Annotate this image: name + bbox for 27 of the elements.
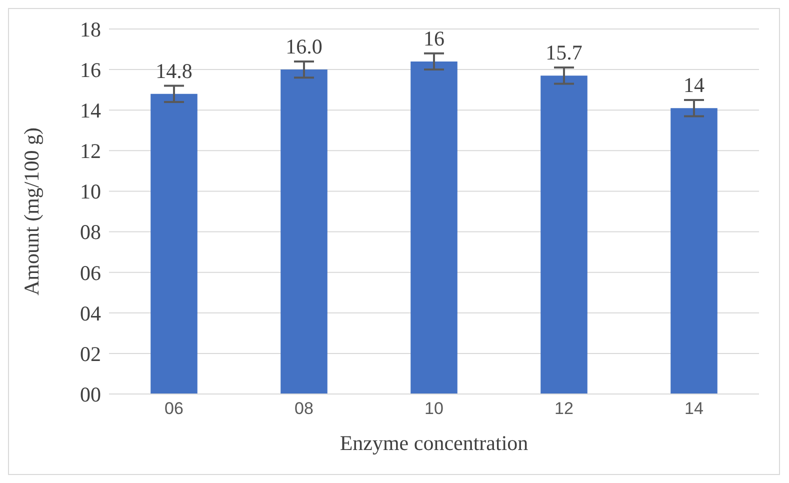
data-label: 14.8 bbox=[156, 58, 192, 83]
y-tick-label: 18 bbox=[80, 17, 101, 42]
bar bbox=[670, 108, 718, 394]
data-label: 16 bbox=[424, 26, 444, 50]
y-tick-label: 00 bbox=[80, 382, 101, 406]
data-label: 15.7 bbox=[546, 40, 582, 65]
y-tick-label: 06 bbox=[80, 260, 101, 285]
bar bbox=[410, 61, 458, 394]
bar bbox=[280, 70, 328, 394]
y-tick-label: 04 bbox=[80, 301, 102, 326]
y-tick-label: 16 bbox=[80, 58, 101, 82]
y-tick-label: 02 bbox=[80, 342, 101, 366]
data-label: 16.0 bbox=[286, 34, 322, 59]
x-axis-title: Enzyme concentration bbox=[340, 431, 529, 455]
y-tick-label: 08 bbox=[80, 220, 101, 244]
x-tick-label: 14 bbox=[684, 399, 704, 418]
x-tick-label: 12 bbox=[554, 399, 574, 418]
x-tick-label: 10 bbox=[424, 399, 444, 418]
bar bbox=[540, 76, 588, 394]
y-tick-label: 12 bbox=[80, 139, 101, 164]
x-tick-label: 06 bbox=[164, 399, 184, 418]
x-tick-label: 08 bbox=[294, 399, 314, 418]
bar bbox=[150, 94, 198, 394]
data-label: 14 bbox=[684, 73, 705, 98]
y-tick-label: 14 bbox=[80, 98, 102, 123]
y-tick-label: 10 bbox=[80, 180, 101, 204]
y-axis-title: Amount (mg/100 g) bbox=[19, 128, 44, 296]
